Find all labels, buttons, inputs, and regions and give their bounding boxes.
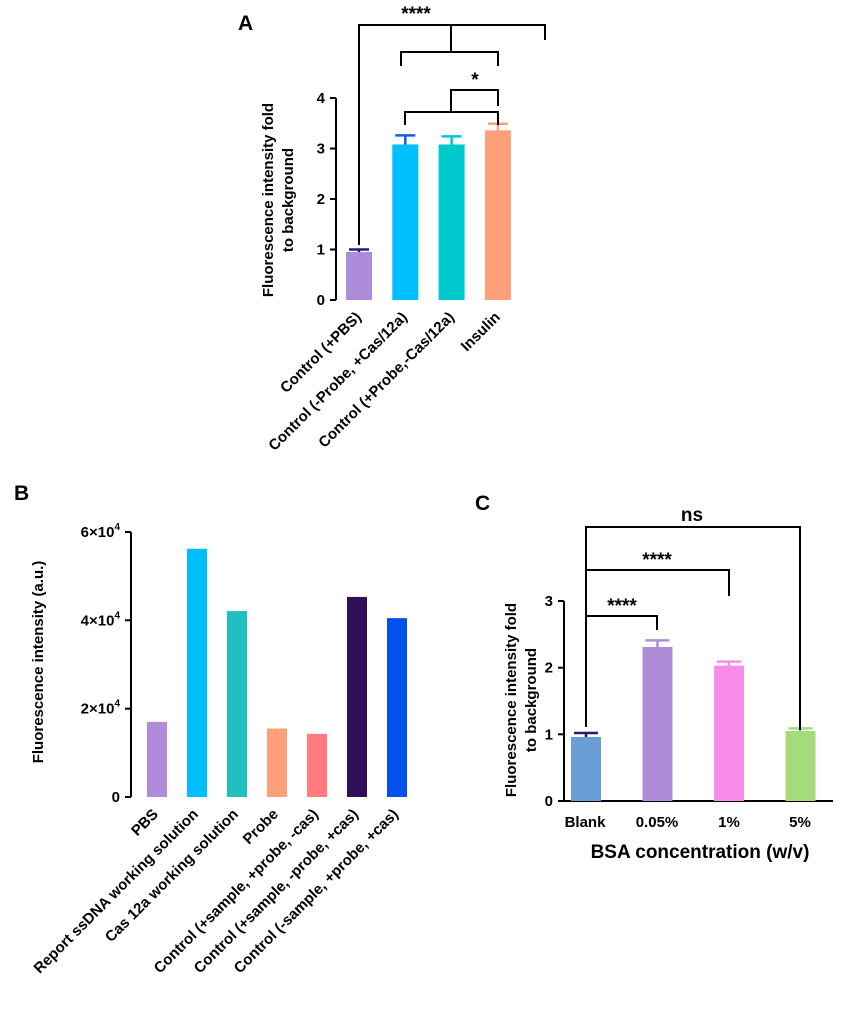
sig-bracket-insulin	[450, 89, 499, 112]
panel-a-significance	[358, 24, 546, 245]
panel-c-xlabel: 5%	[789, 814, 811, 831]
panel-b-bar	[267, 728, 287, 797]
panel-c-xlabel: 1%	[718, 814, 740, 831]
panel-a-bar	[392, 144, 419, 300]
panel-b-bar	[307, 733, 327, 797]
panel-a-ytick: 2	[317, 191, 325, 208]
panel-c-error-bar	[717, 660, 741, 666]
panel-a-ytick: 3	[317, 141, 325, 158]
panel-a-xlabel: Insulin	[458, 309, 504, 355]
panel-b-bars	[147, 548, 407, 797]
panel-a-bar	[438, 144, 465, 300]
sig-bracket-c-1pct	[586, 569, 730, 596]
panel-c-ylabel-line1: Fluorescence intensity fold	[503, 603, 520, 797]
panel-c-ytick: 2	[545, 660, 553, 677]
panel-b-yaxis	[125, 531, 132, 798]
panel-b-ytick: 4×104	[81, 610, 121, 629]
sig-bracket-c-005	[586, 615, 658, 630]
panel-b-bar	[147, 721, 167, 797]
panel-c-bars	[571, 639, 816, 801]
panel-b-ytick: 6×104	[81, 522, 121, 541]
panel-a-bar	[484, 130, 511, 300]
panel-b-bar	[347, 596, 367, 797]
panel-c-letter: C	[475, 492, 490, 515]
panel-b-bar	[387, 618, 407, 797]
sig-bracket-c-ns	[585, 526, 801, 730]
panel-a-ytick: 4	[317, 90, 326, 107]
panel-b-letter: B	[14, 482, 29, 505]
panel-c-bar	[642, 647, 673, 801]
sig-label-c-1pct: ****	[642, 550, 672, 571]
panel-c-xlabel: Blank	[565, 814, 607, 831]
panel-b-xlabel: PBS	[128, 806, 162, 840]
sig-label-c-ns: ns	[681, 505, 703, 526]
panel-a-letter: A	[238, 12, 253, 35]
panel-c-bar	[785, 731, 816, 801]
panel-b-ylabel: Fluorescence intensity (a.u.)	[30, 561, 47, 764]
panel-a-yaxis	[330, 97, 337, 301]
panel-c-error-bar	[645, 639, 670, 647]
panel-a-ylabel-line1: Fluorescence intensity fold	[260, 103, 277, 297]
sig-label-a-outer: ****	[401, 4, 431, 25]
panel-b-yticks: 0 2×104 4×104 6×104	[81, 522, 121, 806]
panel-c-xlabel: 0.05%	[636, 814, 679, 831]
panel-b-bar	[187, 548, 207, 797]
panel-b-bar	[227, 611, 247, 797]
panel-a-error-bar	[349, 248, 369, 253]
panel-c-significance	[585, 526, 801, 730]
panel-c-ytick: 3	[545, 593, 553, 610]
panel-c-ylabel-line2: to background	[523, 648, 540, 752]
sig-bracket-middle	[400, 51, 499, 66]
panel-c-ytick: 1	[545, 726, 553, 743]
panel-c-yticks: 0 1 2 3	[545, 593, 553, 810]
panel-a-error-bar	[441, 135, 462, 145]
panel-a-bar	[346, 252, 372, 300]
sig-bracket-inner	[404, 111, 499, 125]
panel-a: A Fluorescence intensity fold to backgro…	[238, 4, 546, 455]
panel-a-yticks: 0 1 2 3 4	[317, 90, 326, 309]
panel-a-ytick: 0	[317, 292, 325, 309]
panel-c: C Fluorescence intensity fold to backgro…	[475, 492, 833, 863]
panel-a-error-bar	[395, 134, 416, 145]
panel-b-ytick: 0	[112, 789, 120, 806]
panel-c-xlabels: Blank 0.05% 1% 5%	[565, 814, 811, 831]
panel-c-error-bar	[574, 731, 598, 737]
panel-c-bar	[714, 665, 744, 801]
sig-label-c-005: ****	[607, 596, 637, 617]
panel-a-xlabels: Control (+PBS) Control (-Probe, +Cas/12a…	[265, 309, 504, 455]
panel-c-bar	[571, 737, 601, 801]
panel-a-ytick: 1	[317, 242, 325, 259]
panel-a-ylabel-line2: to background	[280, 148, 297, 252]
panel-a-xlabel: Control (+PBS)	[277, 309, 365, 397]
panel-b-ytick: 2×104	[81, 699, 121, 718]
panel-c-xaxis-title: BSA concentration (w/v)	[591, 842, 810, 863]
panel-c-ytick: 0	[545, 793, 553, 810]
sig-label-a-inner: *	[471, 70, 479, 91]
panel-a-bars	[346, 122, 511, 300]
panel-b-xlabels: PBS Report ssDNA working solution Cas 12…	[30, 806, 401, 977]
panel-b: B Fluorescence intensity (a.u.) 0 2×104 …	[14, 482, 407, 977]
